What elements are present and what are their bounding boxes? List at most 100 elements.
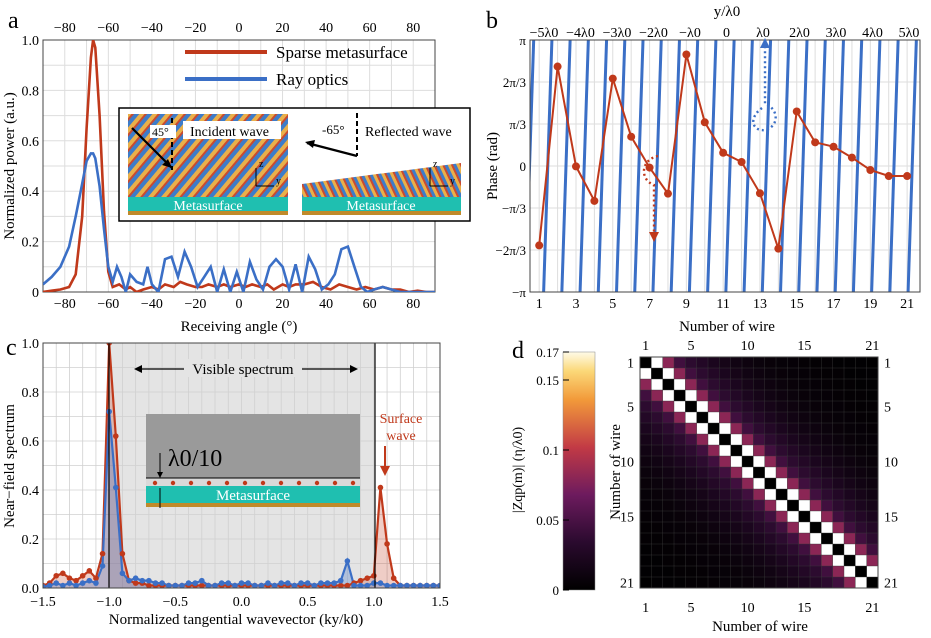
- heatmap-cell: [753, 411, 766, 424]
- heatmap-cell: [639, 367, 652, 380]
- heatmap-cell: [639, 565, 652, 578]
- red-dotted-arrow-head: [649, 232, 659, 242]
- heatmap-cell: [855, 499, 868, 512]
- heatmap-cell: [707, 455, 720, 468]
- spectrum-point: [258, 582, 265, 588]
- heatmap-cell: [662, 576, 675, 589]
- heatmap-cell: [809, 411, 822, 424]
- wire-dot: [206, 480, 212, 486]
- panel-a-xlabel: Receiving angle (°): [181, 319, 298, 335]
- wire-phase-point: [737, 157, 746, 166]
- heatmap-cell: [696, 422, 709, 435]
- spectrum-point: [384, 541, 390, 547]
- heatmap-cell: [707, 411, 720, 424]
- heatmap-cell: [673, 422, 686, 435]
- panel-a-series-sparse-metasurface: [43, 40, 435, 292]
- metasurface-left-label: Metasurface: [173, 199, 242, 214]
- heatmap-cell: [821, 488, 834, 501]
- heatmap-cell: [719, 466, 732, 479]
- phase-ramp: [651, 40, 663, 292]
- heatmap-cell: [696, 510, 709, 523]
- heatmap-cell: [821, 356, 834, 369]
- x-tick-label: −1.5: [30, 595, 55, 610]
- heatmap-cell: [855, 510, 868, 523]
- heatmap-cell: [809, 400, 822, 413]
- x-tick-label: 40: [319, 297, 333, 312]
- heatmap-cell: [707, 389, 720, 402]
- heatmap-cell: [753, 532, 766, 545]
- heatmap-cell: [809, 444, 822, 457]
- heatmap-cell: [741, 400, 754, 413]
- spectrum-point: [112, 484, 119, 491]
- surface-wave-label-1: Surface: [380, 412, 423, 427]
- spectrum-point: [159, 580, 165, 586]
- reflected-angle-label: -65°: [322, 122, 345, 137]
- reflected-wave-field: [302, 163, 461, 197]
- heatmap-cell: [821, 433, 834, 446]
- panel-c-xlabel-text: Normalized tangential wavevector (ky/k0): [109, 612, 363, 628]
- y-tick-label: 0.8: [22, 386, 40, 401]
- heatmap-cell: [798, 455, 811, 468]
- x-tick-label: −80: [54, 297, 76, 312]
- heatmap-cell: [787, 400, 800, 413]
- heatmap-cell: [764, 389, 777, 402]
- heatmap-cell: [707, 499, 720, 512]
- heatmap-cell: [832, 356, 845, 369]
- heatmap-cell: [673, 477, 686, 490]
- spectrum-point: [139, 577, 146, 584]
- heatmap-cell: [707, 554, 720, 567]
- heatmap-cell: [764, 488, 777, 501]
- heatmap-cell: [832, 455, 845, 468]
- heatmap-cell: [798, 466, 811, 479]
- heatmap-cell: [832, 389, 845, 402]
- heatmap-cell: [866, 411, 879, 424]
- heatmap-cell: [787, 466, 800, 479]
- heatmap-cell: [639, 576, 652, 589]
- colorbar-ticks: 0 0.05 0.1 0.15 0.17: [536, 345, 569, 598]
- heatmap-cell: [775, 455, 788, 468]
- wire-phase-point: [811, 138, 820, 147]
- metasurface-right-label: Metasurface: [346, 199, 415, 214]
- heatmap-cell: [809, 455, 822, 468]
- heatmap-cell: [673, 400, 686, 413]
- heatmap-cell: [696, 543, 709, 556]
- heatmap-cell: [809, 499, 822, 512]
- heatmap-cell: [866, 400, 879, 413]
- incident-wave-label: Incident wave: [190, 125, 269, 140]
- heatmap-cell: [639, 488, 652, 501]
- heatmap-cell: [764, 422, 777, 435]
- axis-y-right-label: y: [450, 176, 455, 187]
- top-tick-label: 5λ0: [899, 26, 920, 41]
- heatmap-cell: [730, 499, 743, 512]
- wire-phase-point: [608, 74, 617, 83]
- spectrum-point: [172, 582, 179, 588]
- spectrum-point: [271, 582, 278, 588]
- heatmap-cell: [741, 521, 754, 534]
- y-tick-label: 0.4: [22, 185, 40, 200]
- heatmap-cell: [651, 488, 664, 501]
- heatmap-cell: [696, 356, 709, 369]
- y-tick-label: 0.8: [22, 84, 40, 99]
- heatmap-cell: [764, 356, 777, 369]
- heatmap-cell: [843, 367, 856, 380]
- heatmap-cell: [730, 455, 743, 468]
- heatmap-cell: [866, 510, 879, 523]
- heatmap-cell: [809, 433, 822, 446]
- wire-phase-point: [627, 132, 636, 141]
- heatmap-cell: [741, 378, 754, 391]
- heatmap-cell: [821, 565, 834, 578]
- heatmap-cell: [787, 499, 800, 512]
- heatmap-cell: [730, 422, 743, 435]
- wire-dot: [242, 480, 248, 486]
- heatmap-cell: [719, 532, 732, 545]
- right-tick-label: 5: [884, 401, 891, 416]
- wire-dot: [314, 480, 320, 486]
- heatmap-cell: [866, 389, 879, 402]
- heatmap-cell: [662, 356, 675, 369]
- heatmap-cell: [730, 565, 743, 578]
- heatmap-cell: [809, 466, 822, 479]
- reflected-ray-arrow: [306, 141, 358, 158]
- heatmap-cell: [741, 477, 754, 490]
- y-tick-label: 1.0: [22, 34, 40, 49]
- wire-phase-point: [535, 241, 544, 250]
